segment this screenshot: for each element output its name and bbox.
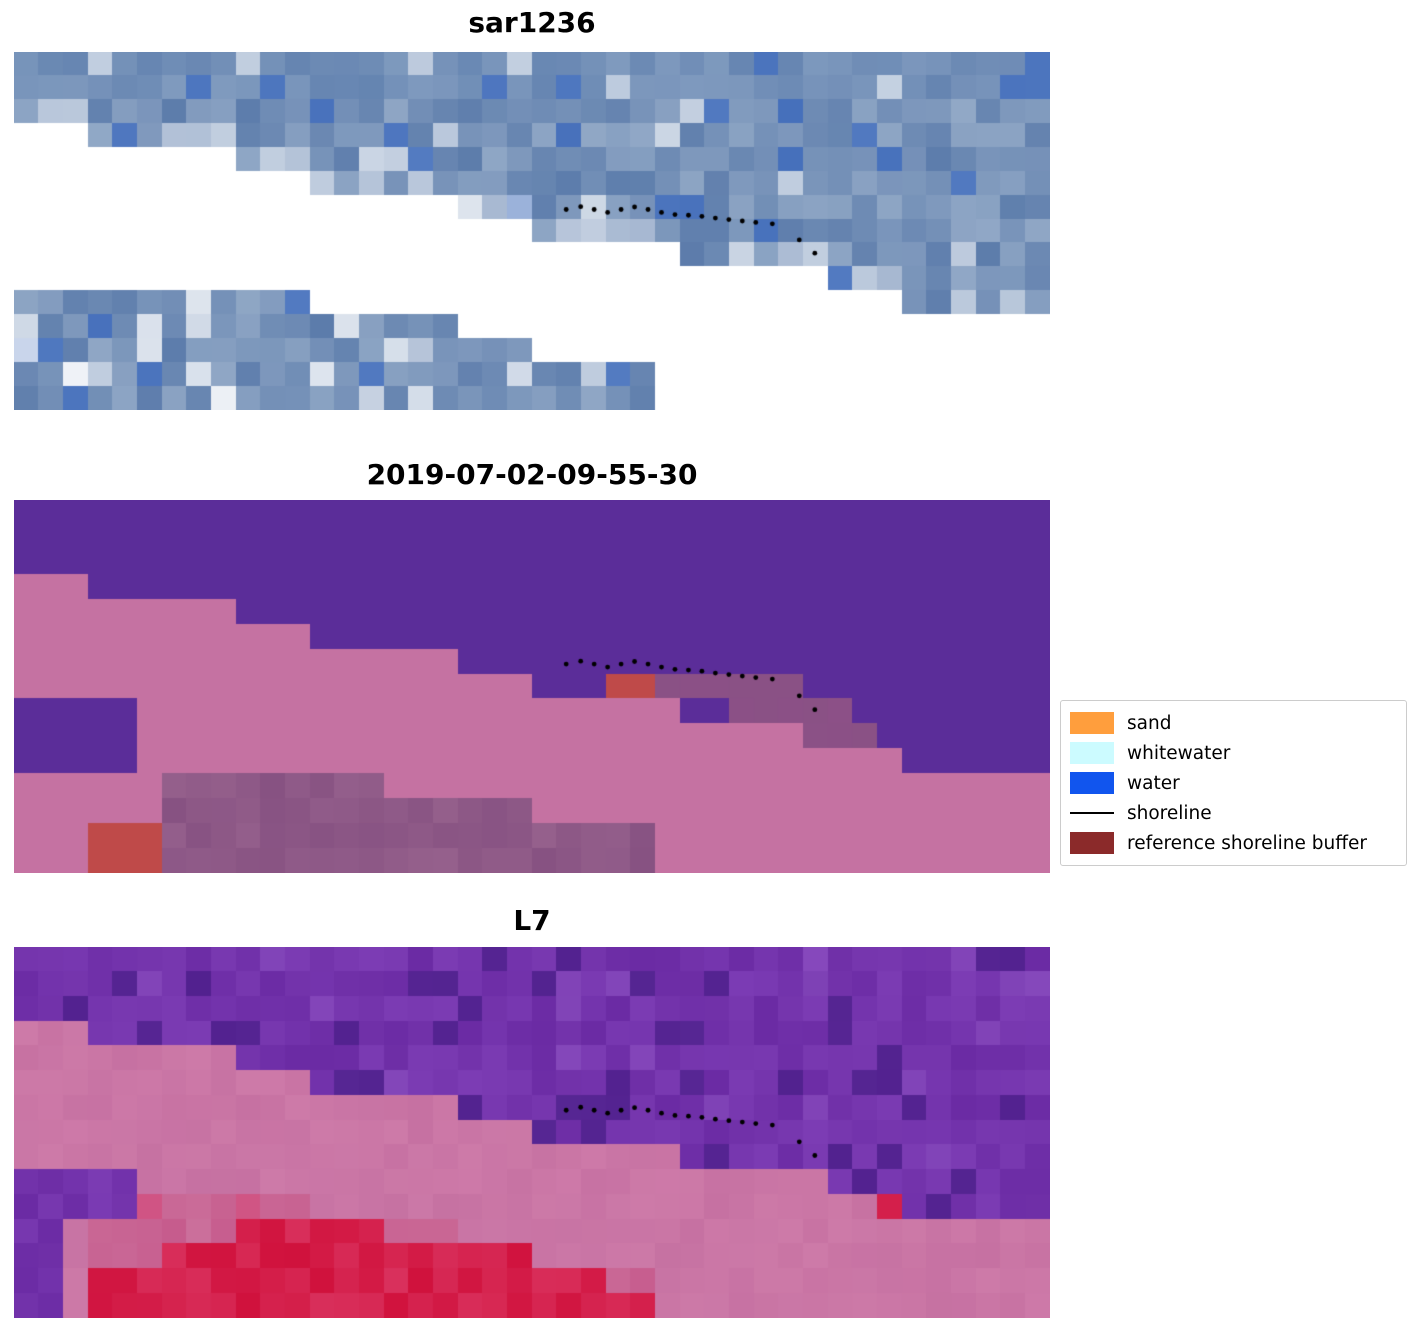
sar-image-panel bbox=[14, 52, 1050, 410]
classified-overlay-panel bbox=[14, 500, 1050, 873]
panel-title-l7: L7 bbox=[513, 904, 551, 937]
legend-label-sand: sand bbox=[1127, 712, 1172, 734]
legend-label-water: water bbox=[1127, 772, 1180, 794]
shoreline-line-swatch bbox=[1070, 812, 1114, 814]
water-swatch bbox=[1070, 772, 1114, 794]
whitewater-swatch bbox=[1070, 742, 1114, 764]
legend-label-shoreline: shoreline bbox=[1127, 802, 1212, 824]
panel-title-sar: sar1236 bbox=[468, 6, 596, 39]
legend-box: sand whitewater water shoreline referenc… bbox=[1060, 700, 1407, 866]
panel-title-date: 2019-07-02-09-55-30 bbox=[366, 458, 698, 491]
legend-item-sand: sand bbox=[1070, 708, 1397, 738]
legend-item-reference-buffer: reference shoreline buffer bbox=[1070, 828, 1397, 858]
reference-buffer-swatch bbox=[1070, 832, 1114, 854]
legend-label-reference-buffer: reference shoreline buffer bbox=[1127, 832, 1367, 854]
sand-swatch bbox=[1070, 712, 1114, 734]
legend-label-whitewater: whitewater bbox=[1127, 742, 1231, 764]
legend-item-shoreline: shoreline bbox=[1070, 798, 1397, 828]
landsat7-overlay-panel bbox=[14, 947, 1050, 1318]
legend-item-whitewater: whitewater bbox=[1070, 738, 1397, 768]
legend-item-water: water bbox=[1070, 768, 1397, 798]
